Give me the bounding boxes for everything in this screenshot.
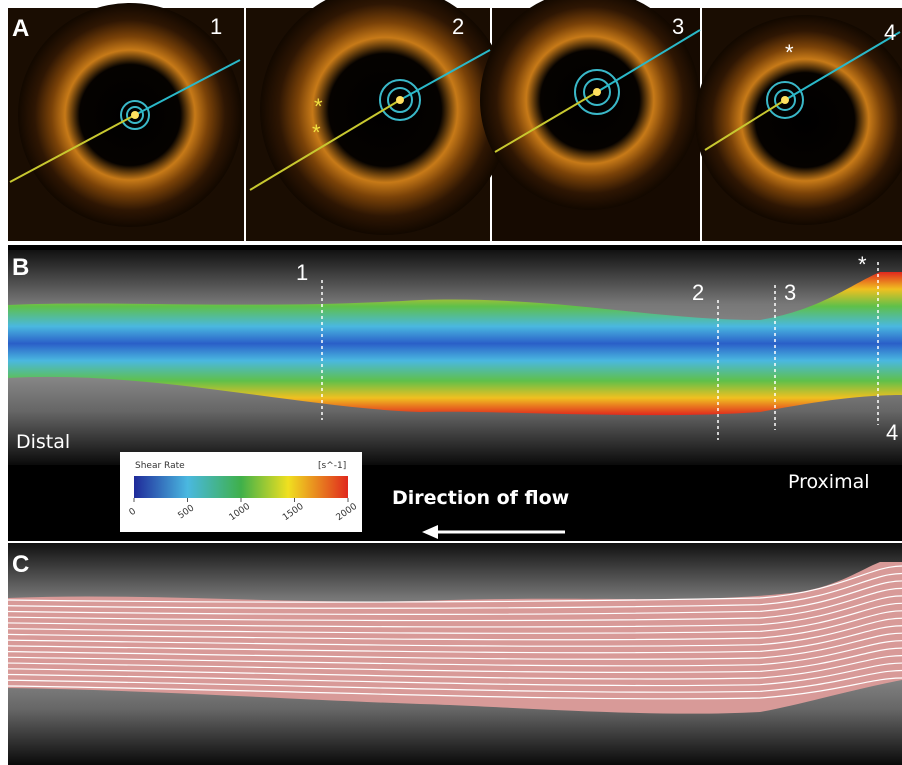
frame-label: 1	[210, 14, 222, 39]
panel-label: A	[12, 15, 29, 42]
frame-label: 3	[672, 14, 684, 39]
colorbar	[134, 476, 348, 498]
panel-label: C	[12, 551, 29, 578]
section-label: 3	[784, 280, 796, 305]
asterisk: *	[314, 94, 323, 119]
asterisk: *	[785, 40, 794, 65]
colorbar-title: Shear Rate	[135, 461, 185, 471]
panel-label: B	[12, 254, 29, 281]
asterisk: *	[312, 120, 321, 145]
proximal-label: Proximal	[788, 471, 870, 493]
figure: A 1 2 3 4 * * * B 1 2 3 4 * Distal Proxi…	[0, 0, 902, 765]
asterisk: *	[858, 252, 867, 277]
section-label: 1	[296, 260, 308, 285]
colorbar-unit: [s^-1]	[318, 461, 346, 471]
section-label: 2	[692, 280, 704, 305]
section-label: 4	[886, 420, 898, 445]
flow-label: Direction of flow	[392, 487, 569, 509]
frame-label: 2	[452, 14, 464, 39]
distal-label: Distal	[16, 431, 70, 453]
frame-label: 4	[884, 20, 896, 45]
